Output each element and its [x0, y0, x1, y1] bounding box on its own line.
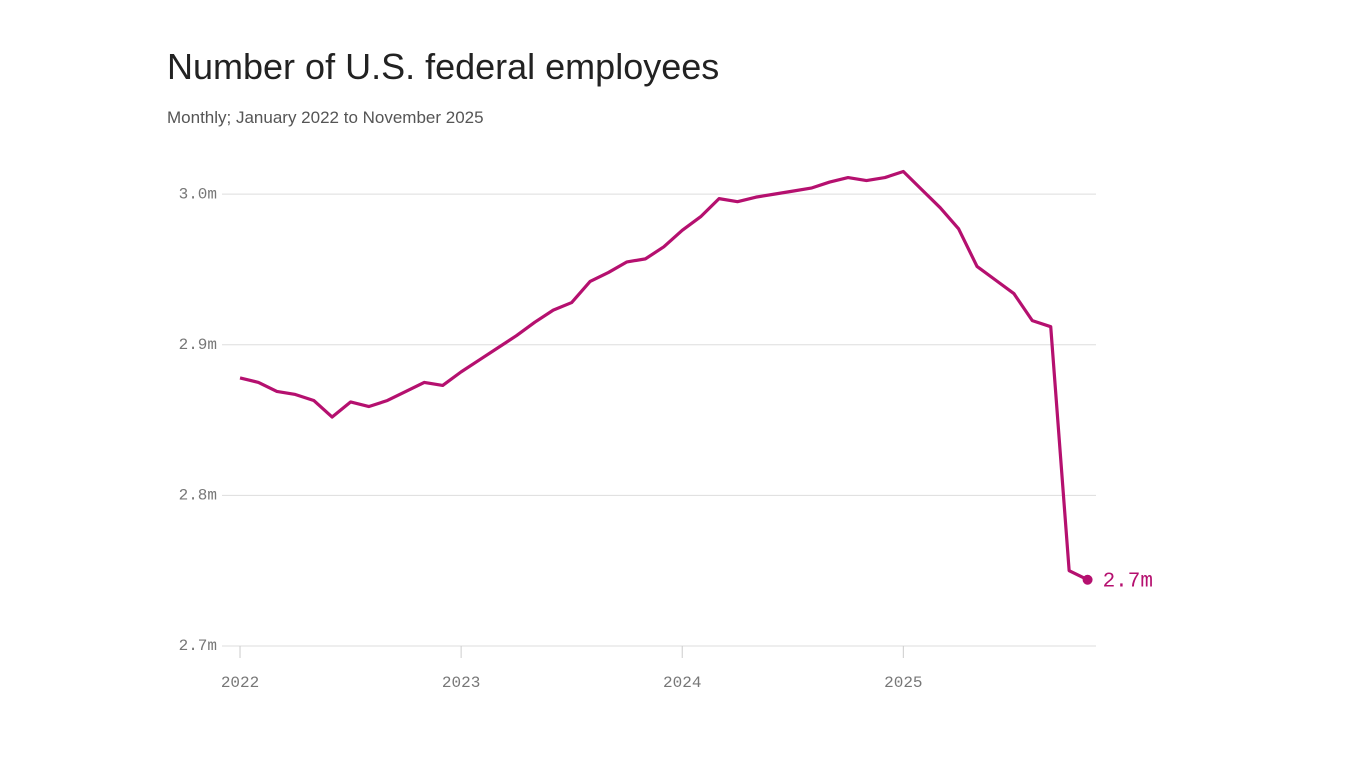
y-tick-label: 2.9m: [179, 336, 217, 354]
x-tick-label: 2024: [663, 674, 701, 692]
chart-title: Number of U.S. federal employees: [167, 46, 719, 87]
x-tick-label: 2023: [442, 674, 480, 692]
end-point: [1082, 574, 1093, 585]
x-tick-label: 2025: [884, 674, 922, 692]
y-tick-label: 3.0m: [179, 185, 217, 203]
y-tick-label: 2.7m: [179, 637, 217, 655]
data-line: [239, 169, 1089, 582]
x-tick-label: 2022: [221, 674, 259, 692]
value-label: 2.7m: [1103, 570, 1153, 593]
chart-subtitle: Monthly; January 2022 to November 2025: [167, 108, 484, 127]
y-tick-label: 2.8m: [179, 487, 217, 505]
